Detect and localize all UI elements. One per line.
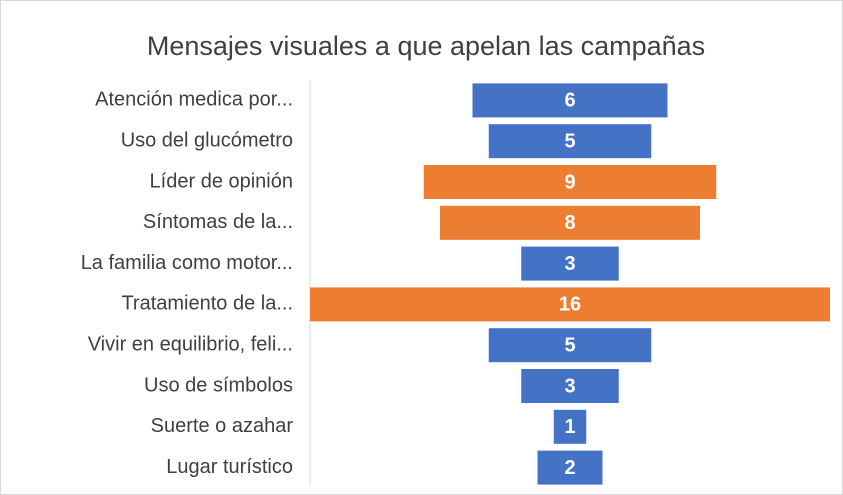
value-label: 2 [564, 457, 575, 479]
value-label: 9 [564, 171, 575, 193]
category-label: Síntomas de la... [143, 211, 293, 233]
value-label: 1 [564, 416, 575, 438]
category-label: Vivir en equilibrio, feli... [88, 333, 293, 355]
category-label: Uso de símbolos [144, 374, 293, 396]
value-label: 3 [564, 253, 575, 275]
bar [488, 124, 652, 159]
category-label: Lugar turístico [166, 456, 293, 478]
value-label: 5 [564, 130, 575, 152]
bar [537, 450, 603, 485]
value-label: 8 [564, 212, 575, 234]
category-label: Atención medica por... [95, 89, 293, 111]
bar [488, 328, 652, 363]
chart-title: Mensajes visuales a que apelan las campa… [147, 31, 705, 61]
bar [553, 409, 587, 444]
category-label: Uso del glucómetro [121, 129, 293, 151]
category-label: Líder de opinión [150, 170, 293, 192]
value-label: 16 [559, 294, 581, 316]
category-label: La familia como motor... [81, 252, 293, 274]
category-label: Tratamiento de la... [121, 293, 293, 315]
category-label: Suerte o azahar [151, 415, 294, 437]
bar [440, 205, 700, 240]
bar [521, 246, 619, 281]
bar [310, 287, 830, 322]
value-label: 3 [564, 375, 575, 397]
value-label: 5 [564, 334, 575, 356]
bar [423, 165, 717, 199]
bar [521, 369, 619, 403]
bar [472, 83, 668, 118]
value-label: 6 [564, 90, 575, 112]
